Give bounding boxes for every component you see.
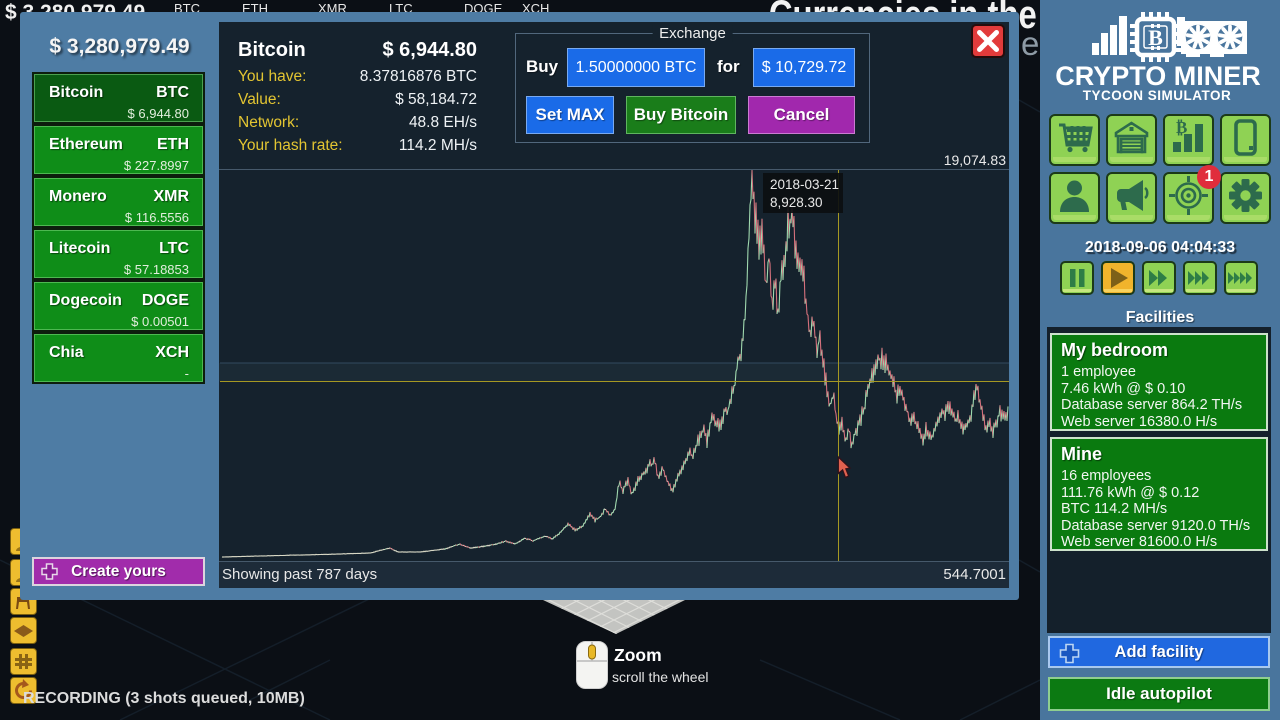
- svg-text:2018-03-21: 2018-03-21: [770, 177, 839, 192]
- svg-text:CRYPTO MINER: CRYPTO MINER: [1055, 61, 1261, 91]
- svg-text:₿: ₿: [1176, 118, 1187, 137]
- svg-text:TYCOON SIMULATOR: TYCOON SIMULATOR: [1083, 88, 1232, 103]
- svg-text:B: B: [1148, 25, 1163, 50]
- svg-text:8,928.30: 8,928.30: [770, 195, 823, 210]
